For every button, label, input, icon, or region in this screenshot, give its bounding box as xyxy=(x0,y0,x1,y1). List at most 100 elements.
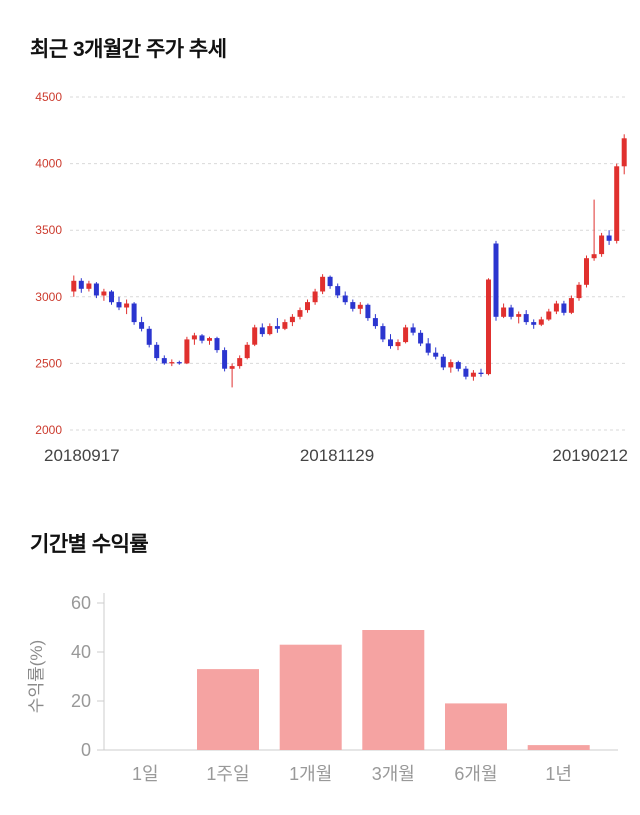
candle xyxy=(124,299,130,315)
candle xyxy=(71,275,77,297)
candle xyxy=(478,368,484,377)
category-label: 1개월 xyxy=(289,764,332,784)
bar xyxy=(445,703,507,750)
candle xyxy=(191,332,197,345)
candle xyxy=(621,134,627,175)
y-axis-title: 수익률(%) xyxy=(27,640,46,713)
candle xyxy=(252,324,258,347)
candle xyxy=(237,355,243,369)
category-label: 1년 xyxy=(545,764,572,784)
x-axis-label-mid: 20181129 xyxy=(300,446,374,465)
candle xyxy=(154,342,160,361)
candle xyxy=(546,308,552,321)
candle xyxy=(274,318,280,333)
candle xyxy=(184,336,190,365)
candle xyxy=(365,303,371,321)
y-tick-label: 4500 xyxy=(35,90,62,104)
candle xyxy=(327,275,333,289)
y-tick-label: 2500 xyxy=(35,356,62,370)
bar xyxy=(279,644,342,750)
candle xyxy=(229,363,235,388)
candle xyxy=(350,299,356,312)
candle xyxy=(289,314,295,327)
candle xyxy=(501,303,507,319)
candle xyxy=(470,370,476,381)
candle xyxy=(282,319,288,331)
y-tick-label: 0 xyxy=(81,740,91,760)
category-label: 6개월 xyxy=(454,764,497,784)
y-tick-label: 3500 xyxy=(35,223,62,237)
candle xyxy=(372,314,378,329)
candle xyxy=(214,336,220,353)
candle xyxy=(116,296,122,311)
candle xyxy=(161,355,167,365)
category-label: 3개월 xyxy=(372,764,415,784)
candle xyxy=(591,199,597,261)
candle xyxy=(599,232,605,257)
y-tick-label: 4000 xyxy=(35,157,62,171)
candle xyxy=(388,334,393,349)
candle xyxy=(312,288,318,305)
candle xyxy=(508,304,514,320)
candle xyxy=(440,354,446,371)
candle xyxy=(531,319,537,329)
bar xyxy=(362,630,425,750)
candle xyxy=(297,307,303,320)
y-tick-label: 60 xyxy=(71,593,91,613)
candle xyxy=(553,300,559,315)
candle xyxy=(523,310,529,325)
returns-by-period-title: 기간별 수익률 xyxy=(30,533,149,556)
candle xyxy=(335,283,341,299)
x-axis-label-end: 20190212 xyxy=(552,446,628,465)
candle xyxy=(433,347,439,360)
candle xyxy=(305,299,310,313)
candle xyxy=(395,339,401,351)
y-tick-label: 2000 xyxy=(35,423,62,437)
candle xyxy=(244,342,250,360)
candle xyxy=(131,302,137,325)
candle xyxy=(101,288,107,301)
candle xyxy=(463,366,469,380)
y-tick-label: 3000 xyxy=(35,290,62,304)
x-axis-label-start: 20180917 xyxy=(44,446,120,465)
price-trend-title: 최근 3개월간 주가 추세 xyxy=(30,38,227,61)
candle xyxy=(267,323,273,336)
candle xyxy=(380,323,386,343)
candle xyxy=(207,336,212,345)
candle xyxy=(86,280,92,292)
candle xyxy=(259,323,265,337)
candle xyxy=(606,230,612,245)
candle xyxy=(568,295,574,315)
candle xyxy=(425,338,431,356)
candle xyxy=(342,291,348,305)
candle xyxy=(222,347,228,372)
candle xyxy=(176,360,182,365)
candle xyxy=(146,326,152,348)
y-tick-label: 20 xyxy=(71,691,91,711)
candle xyxy=(576,282,582,301)
bar xyxy=(527,745,590,750)
candle xyxy=(538,316,544,327)
candle xyxy=(486,278,491,376)
candle xyxy=(410,323,416,336)
candle xyxy=(493,240,499,321)
candle xyxy=(584,255,589,288)
candle xyxy=(561,300,567,316)
candle xyxy=(357,302,363,315)
candle xyxy=(78,278,84,293)
candle xyxy=(448,359,454,373)
bar xyxy=(197,669,259,750)
candle xyxy=(169,359,175,367)
candle xyxy=(455,360,461,372)
candle xyxy=(199,334,205,344)
candle xyxy=(614,163,620,244)
y-tick-label: 40 xyxy=(71,642,91,662)
returns-bar-chart: 0 20 40 60 1일 1주일 1개월 3개월 6개월 1년 수익률(%) xyxy=(0,575,640,815)
candle xyxy=(109,290,114,305)
candle xyxy=(418,330,424,347)
candle xyxy=(320,274,326,295)
candle xyxy=(516,311,522,324)
candle xyxy=(93,282,99,299)
category-label: 1주일 xyxy=(206,764,249,784)
